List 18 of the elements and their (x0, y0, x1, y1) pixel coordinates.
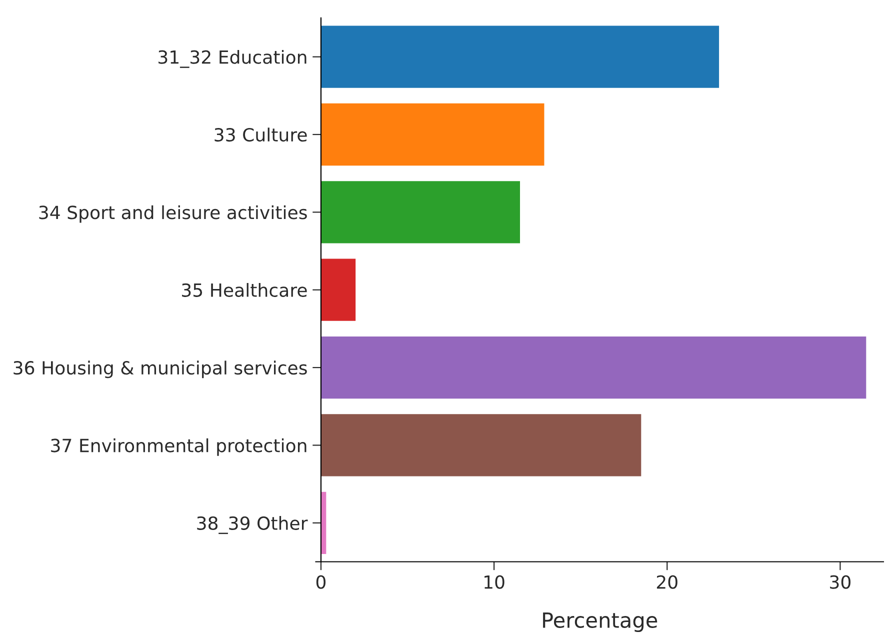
y-tick-label: 34 Sport and leisure activities (39, 205, 307, 223)
bar (320, 414, 642, 476)
bar (320, 336, 866, 399)
bar (320, 181, 520, 244)
y-tick-label: 33 Culture (214, 128, 307, 142)
y-tick-label: 36 Housing & municipal services (14, 360, 307, 378)
x-tick-label: 30 (830, 575, 850, 589)
bar (320, 258, 356, 321)
y-tick-label: 35 Healthcare (182, 283, 307, 297)
y-tick-label: 38_39 Other (197, 516, 308, 534)
x-axis-title: Percentage (543, 612, 658, 632)
bar (320, 26, 720, 88)
y-tick-label: 31_32 Education (158, 50, 306, 68)
x-tick-label: 10 (484, 575, 504, 589)
y-tick-label: 37 Environmental protection (51, 438, 306, 456)
bar (320, 103, 544, 166)
x-tick-label: 20 (656, 575, 678, 589)
x-tick-label: 0 (316, 575, 326, 589)
